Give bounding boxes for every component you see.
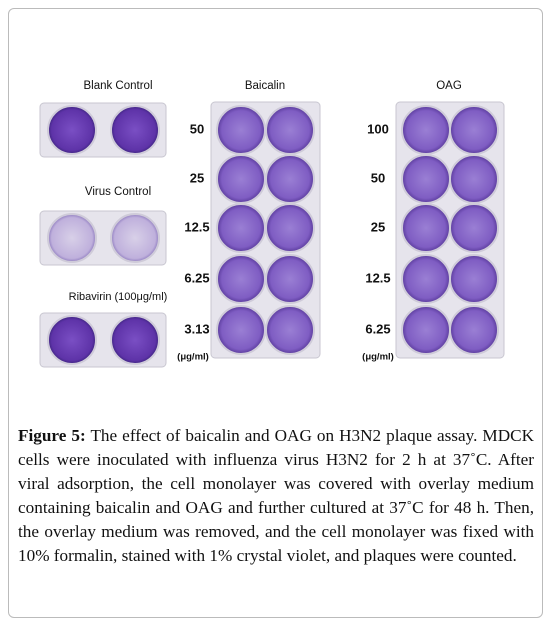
well <box>265 254 315 304</box>
well <box>216 105 266 155</box>
panel-title: OAG <box>436 80 462 92</box>
well <box>401 254 451 304</box>
panel-label: Blank Control <box>83 80 152 92</box>
panel-title: Baicalin <box>245 80 285 92</box>
well <box>265 305 315 355</box>
well <box>449 305 499 355</box>
well <box>47 213 97 263</box>
panel-label: Virus Control <box>85 186 151 198</box>
concentration-label: 12.5 <box>365 270 390 285</box>
well <box>216 305 266 355</box>
caption-text: The effect of baicalin and OAG on H3N2 p… <box>18 426 534 565</box>
unit-label: (μg/ml) <box>177 352 209 363</box>
well <box>216 254 266 304</box>
caption-label: Figure 5: <box>18 426 86 445</box>
concentration-label: 50 <box>190 121 204 136</box>
well <box>216 203 266 253</box>
concentration-label: 50 <box>371 170 385 185</box>
concentration-label: 6.25 <box>184 270 209 285</box>
well <box>110 315 160 365</box>
panel-label: Ribavirin (100μg/ml) <box>69 291 168 303</box>
concentration-label: 6.25 <box>365 321 390 336</box>
caption: Figure 5: The effect of baicalin and OAG… <box>18 424 534 568</box>
well <box>110 213 160 263</box>
concentration-label: 3.13 <box>184 321 209 336</box>
concentration-label: 100 <box>367 121 389 136</box>
well <box>449 105 499 155</box>
unit-label: (μg/ml) <box>362 352 394 363</box>
well <box>110 105 160 155</box>
figure-box <box>8 8 543 618</box>
concentration-label: 25 <box>190 170 204 185</box>
well <box>401 305 451 355</box>
well <box>449 154 499 204</box>
well <box>47 105 97 155</box>
well <box>265 154 315 204</box>
well <box>216 154 266 204</box>
figure-image: Blank Control Virus Control Ribavirin (100… <box>39 80 505 368</box>
well <box>265 105 315 155</box>
well <box>449 203 499 253</box>
well <box>401 154 451 204</box>
well <box>401 105 451 155</box>
well <box>449 254 499 304</box>
well <box>265 203 315 253</box>
well <box>401 203 451 253</box>
concentration-label: 25 <box>371 219 385 234</box>
well <box>47 315 97 365</box>
concentration-label: 12.5 <box>184 219 209 234</box>
